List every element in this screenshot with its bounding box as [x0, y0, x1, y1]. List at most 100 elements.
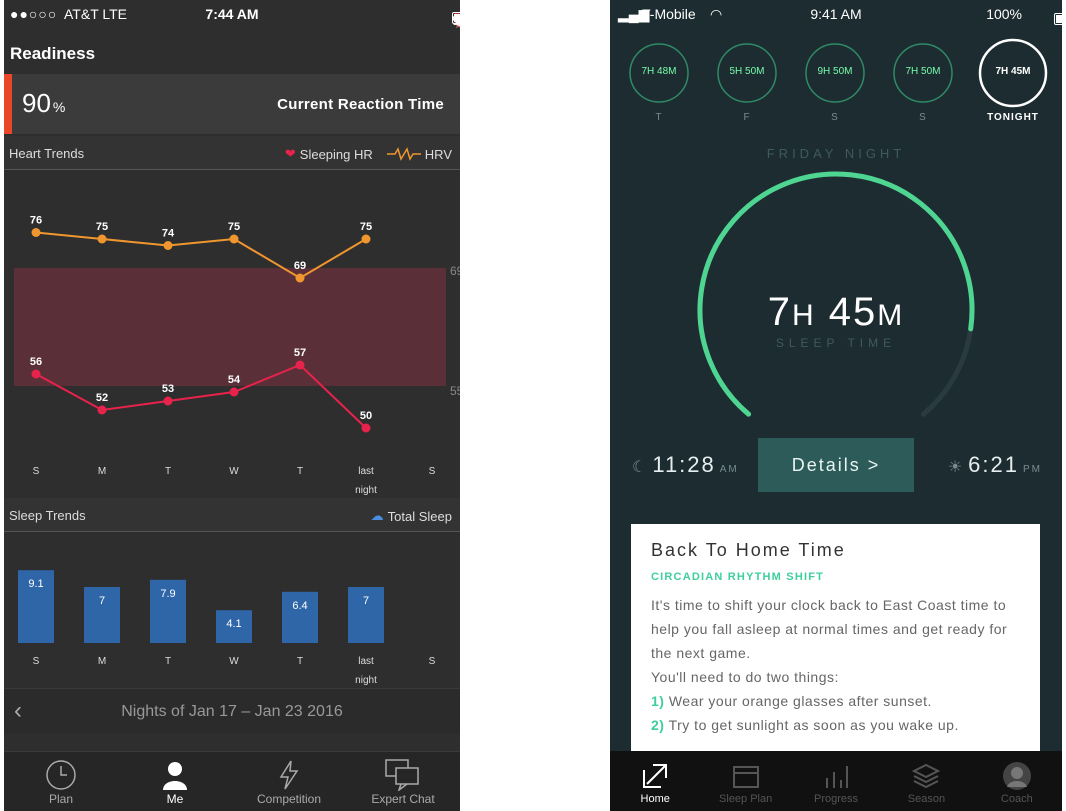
carrier-label: AT&T LTE [64, 6, 128, 22]
card-subtitle: CIRCADIAN RHYTHM SHIFT [651, 571, 825, 583]
tab-me[interactable]: Me [118, 752, 232, 811]
tab-progress[interactable]: Progress [791, 751, 881, 811]
hrv-point [229, 234, 239, 244]
wake-value: 6:21 [968, 452, 1019, 477]
hrv-line [35, 231, 367, 280]
tab-expert-chat[interactable]: Expert Chat [346, 752, 460, 811]
tab-home[interactable]: Home [610, 751, 700, 811]
sleeping-hr-value-label: 56 [30, 356, 42, 368]
wake-time: ☀ 6:21 PM [948, 452, 1042, 478]
sleep-trends-header: Sleep Trends ☁ Total Sleep [4, 498, 460, 532]
sleep-bar-label: 7 [363, 595, 369, 607]
layers-icon [912, 763, 941, 789]
arrow-up-right-icon [643, 764, 668, 788]
night-day: F [743, 112, 751, 123]
lightning-icon [279, 760, 299, 790]
details-button[interactable]: Details > [758, 438, 914, 492]
heart-trends-header: Heart Trends ❤ Sleeping HR HRV [4, 136, 460, 170]
gauge-fill [697, 171, 975, 417]
legend-hrv: HRV [386, 146, 452, 162]
night-selector: 7H 48M T 5H 50M F 9H 50M S 7H 50M S 7H 4… [610, 38, 1062, 132]
sleeping-hr-value-label: 54 [228, 374, 241, 386]
battery-percent: 100% [986, 6, 1022, 22]
sleeping-hr-point [163, 396, 173, 406]
hrv-point [163, 241, 173, 250]
bedtime-value: 11:28 [652, 452, 716, 477]
sleep-bar-label: 4.1 [226, 618, 241, 630]
moon-icon: ☾ [632, 459, 649, 476]
x-tick-label: S [33, 656, 40, 667]
hrv-point [361, 234, 371, 244]
night-item[interactable]: 5H 50M F [715, 42, 779, 123]
tip-card: Back To Home Time CIRCADIAN RHYTHM SHIFT… [631, 524, 1040, 752]
x-tick-label: S [429, 656, 436, 667]
tab-competition-label: Competition [256, 792, 322, 806]
tab-competition[interactable]: Competition [232, 752, 346, 811]
tab-coach-label: Coach [1000, 793, 1033, 805]
hrv-value-label: 74 [162, 228, 175, 240]
night-item[interactable]: 7H 48M T [627, 42, 691, 123]
sleep-bar [216, 610, 252, 643]
carrier-label: T-Mobile [642, 6, 696, 22]
night-item-tonight[interactable]: 7H 45M TONIGHT [977, 38, 1049, 123]
reaction-time-card[interactable]: 90% Current Reaction Time [4, 74, 460, 134]
bedtime-ampm: AM [719, 464, 739, 475]
heart-trends-title: Heart Trends [9, 146, 85, 161]
x-tick-label: last [358, 656, 374, 667]
sleep-bar-label: 6.4 [292, 600, 307, 612]
tab-season-label: Season [907, 793, 946, 805]
tab-sleep-plan[interactable]: Sleep Plan [700, 751, 790, 811]
x-tick-label: T [297, 466, 303, 477]
night-item[interactable]: 9H 50M S [803, 42, 867, 123]
hrv-point [295, 273, 305, 283]
wifi-icon: ◠ [710, 6, 723, 22]
cloud-icon: ☁ [370, 508, 384, 523]
night-duration: 9H 50M [817, 66, 853, 77]
status-time: 9:41 AM [810, 6, 862, 22]
sleep-bar-label: 9.1 [28, 578, 43, 590]
card-step-2: 2) Try to get sunlight as soon as you wa… [651, 717, 959, 733]
sun-icon: ☀ [947, 459, 965, 476]
heart-legend: ❤ Sleeping HR HRV [285, 146, 452, 162]
night-label: FRIDAY NIGHT [766, 146, 906, 161]
tab-bar: Home Sleep Plan Progress Season Coach [610, 751, 1062, 811]
card-body: It's time to shift your clock back to Ea… [651, 597, 1008, 661]
battery-icon [452, 12, 460, 24]
tab-home-label: Home [640, 793, 670, 805]
card-title: Back To Home Time [651, 540, 846, 560]
x-tick-label: M [98, 466, 106, 477]
sleeping-hr-value-label: 50 [360, 410, 372, 422]
chevron-left-icon[interactable]: ‹ [14, 697, 22, 724]
night-day: S [919, 112, 927, 123]
x-tick-sublabel: night [355, 675, 377, 686]
tab-coach[interactable]: Coach [972, 751, 1062, 811]
sleeping-hr-point [229, 387, 239, 397]
readiness-screen: ●●○○○ AT&T LTE 7:44 AM ➤ ⏰ 91% Readiness… [4, 0, 460, 811]
band-top-label: 69 [450, 264, 460, 278]
signal-strength: ●●○○○ [10, 6, 58, 22]
night-duration: 7H 48M [641, 66, 677, 77]
status-bar: ●●○○○ AT&T LTE 7:44 AM ➤ ⏰ 91% [4, 0, 460, 28]
sleeping-hr-point [361, 423, 371, 433]
sleep-bar [348, 587, 384, 643]
sleeping-hr-point [295, 360, 305, 370]
tab-season[interactable]: Season [881, 751, 971, 811]
person-icon [163, 762, 187, 790]
sleep-trends-title: Sleep Trends [9, 508, 86, 523]
sleep-time-label: SLEEP TIME [775, 336, 897, 350]
tab-plan[interactable]: Plan [4, 752, 118, 811]
coach-avatar-icon [1002, 762, 1031, 790]
chat-icon [385, 759, 419, 791]
reaction-label: Current Reaction Time [277, 96, 444, 113]
date-range-bar: ‹ Nights of Jan 17 – Jan 23 2016 [4, 688, 460, 734]
card-step-1: 1) Wear your orange glasses after sunset… [651, 693, 932, 709]
sleep-bar [18, 570, 54, 643]
page-title: Readiness [10, 44, 96, 63]
night-item[interactable]: 7H 50M S [891, 42, 955, 123]
legend-sleeping-hr: ❤ Sleeping HR [284, 146, 373, 162]
sleep-bar-label: 7 [99, 595, 105, 607]
clock-icon [46, 760, 76, 790]
sleeping-hr-point [31, 369, 41, 379]
